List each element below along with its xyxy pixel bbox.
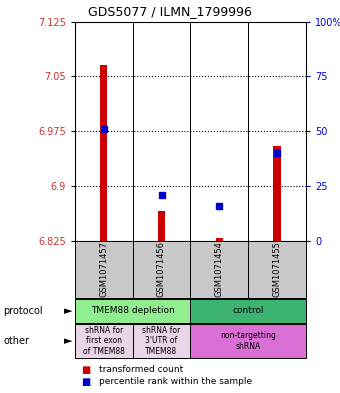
Text: ►: ► [64,306,72,316]
Text: TMEM88 depletion: TMEM88 depletion [91,307,174,315]
Text: ■: ■ [82,377,91,387]
Text: shRNA for
first exon
of TMEM88: shRNA for first exon of TMEM88 [83,326,125,356]
Bar [158,211,165,241]
Text: shRNA for
3'UTR of
TMEM88: shRNA for 3'UTR of TMEM88 [142,326,181,356]
Bar [273,146,281,241]
Text: GSM1071456: GSM1071456 [157,241,166,297]
Text: ■: ■ [82,365,91,375]
Text: GSM1071455: GSM1071455 [273,241,282,297]
Bar [216,238,223,241]
Text: GDS5077 / ILMN_1799996: GDS5077 / ILMN_1799996 [88,5,252,18]
Text: GSM1071454: GSM1071454 [215,241,224,297]
Text: GSM1071457: GSM1071457 [99,241,108,297]
Text: other: other [3,336,29,346]
Text: non-targetting
shRNA: non-targetting shRNA [220,331,276,351]
Text: transformed count: transformed count [99,365,183,375]
Text: protocol: protocol [3,306,43,316]
Bar [100,65,107,241]
Text: percentile rank within the sample: percentile rank within the sample [99,377,252,386]
Text: ►: ► [64,336,72,346]
Text: control: control [233,307,264,315]
